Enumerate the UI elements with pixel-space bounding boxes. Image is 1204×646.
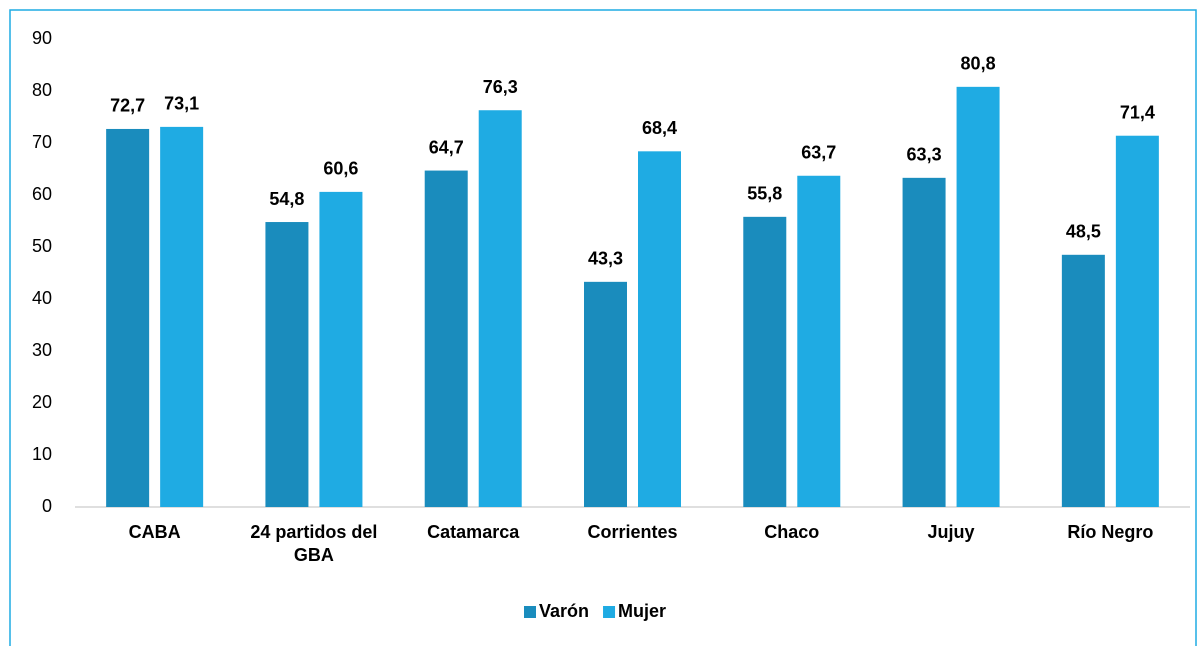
bar	[478, 110, 522, 508]
y-tick-label: 70	[32, 132, 52, 152]
legend-label: Mujer	[618, 601, 666, 621]
bar	[797, 175, 841, 507]
bar	[106, 128, 150, 507]
data-label: 54,8	[269, 189, 304, 209]
x-tick-label: Jujuy	[927, 522, 975, 542]
data-label: 72,7	[110, 96, 145, 116]
y-tick-label: 90	[32, 28, 52, 48]
y-tick-label: 30	[32, 340, 52, 360]
y-tick-label: 40	[32, 288, 52, 308]
x-tick-label: CABA	[128, 522, 181, 542]
data-label: 60,6	[323, 159, 358, 179]
legend-label: Varón	[539, 601, 589, 621]
data-label: 55,8	[747, 184, 782, 204]
bar	[956, 86, 1000, 507]
y-tick-label: 80	[32, 80, 52, 100]
bar	[265, 222, 309, 508]
bar	[424, 170, 468, 507]
bar	[160, 126, 204, 507]
data-label: 63,3	[907, 145, 942, 165]
chart-frame	[9, 9, 1197, 646]
x-tick-label: Catamarca	[427, 522, 520, 542]
data-label: 73,1	[164, 94, 199, 114]
y-tick-label: 10	[32, 444, 52, 464]
data-label: 76,3	[483, 77, 518, 97]
x-tick-label: 24 partidos del GBA	[250, 522, 378, 565]
data-label: 80,8	[961, 54, 996, 74]
data-label: 68,4	[642, 118, 677, 138]
y-tick-label: 20	[32, 392, 52, 412]
data-label: 48,5	[1066, 222, 1101, 242]
x-tick-label: Río Negro	[1067, 522, 1154, 542]
data-label: 63,7	[801, 143, 836, 163]
data-label: 43,3	[588, 249, 623, 269]
legend-swatch	[603, 606, 616, 618]
x-tick-label: Chaco	[764, 522, 820, 542]
bar	[902, 177, 946, 507]
bar	[743, 216, 787, 507]
data-label: 71,4	[1120, 102, 1155, 122]
bar	[1115, 135, 1159, 507]
y-tick-label: 60	[32, 184, 52, 204]
bar	[584, 281, 627, 507]
x-tick-label: Corrientes	[587, 522, 678, 542]
legend-swatch	[524, 606, 536, 618]
y-tick-label: 50	[32, 236, 52, 256]
bar	[1061, 254, 1105, 507]
bar	[638, 151, 681, 507]
bar	[319, 191, 363, 507]
y-tick-label: 0	[42, 496, 52, 516]
data-label: 64,7	[429, 137, 464, 157]
